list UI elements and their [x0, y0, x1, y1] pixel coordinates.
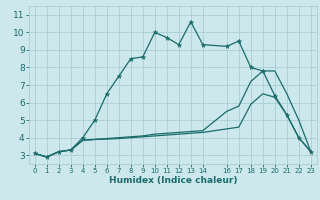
X-axis label: Humidex (Indice chaleur): Humidex (Indice chaleur) [108, 176, 237, 185]
